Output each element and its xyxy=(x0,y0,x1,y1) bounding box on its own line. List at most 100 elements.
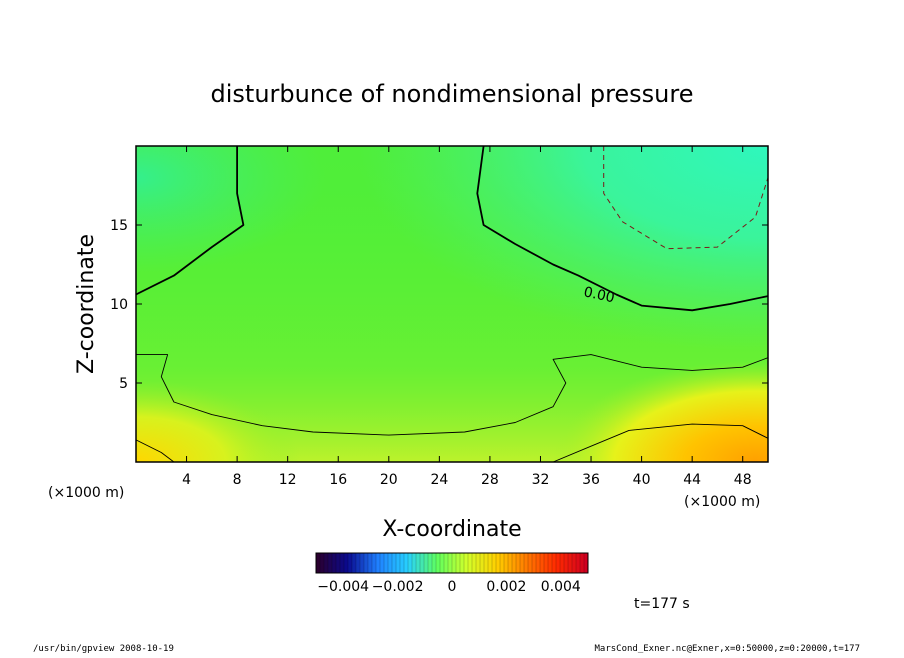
colorbar-cell xyxy=(424,553,429,573)
colorbar-cell xyxy=(556,553,561,573)
colorbar-cell xyxy=(332,553,337,573)
x-tick-label: 16 xyxy=(329,472,347,488)
y-tick-label: 15 xyxy=(110,218,128,234)
x-axis-label: X-coordinate xyxy=(382,517,521,542)
contour-line xyxy=(552,423,768,462)
x-tick-label: 36 xyxy=(582,472,600,488)
contour-line xyxy=(136,354,768,436)
colorbar-cell xyxy=(404,553,409,573)
x-tick-label: 20 xyxy=(380,472,398,488)
colorbar-cell xyxy=(520,553,525,573)
colorbar-cell xyxy=(380,553,385,573)
x-tick-label: 8 xyxy=(233,472,242,488)
colorbar-cell xyxy=(560,553,565,573)
colorbar-cell xyxy=(416,553,421,573)
x-unit-right: (×1000 m) xyxy=(684,494,760,510)
colorbar-cell xyxy=(364,553,369,573)
x-tick-label: 44 xyxy=(683,472,701,488)
colorbar-cell xyxy=(516,553,521,573)
x-tick-label: 48 xyxy=(734,472,752,488)
contour-line xyxy=(603,146,768,250)
colorbar-cell xyxy=(476,553,481,573)
colorbar-cell xyxy=(512,553,517,573)
colorbar-cell xyxy=(420,553,425,573)
colorbar-cell xyxy=(480,553,485,573)
contour-line xyxy=(476,146,768,312)
colorbar-cell xyxy=(488,553,493,573)
colorbar-cell xyxy=(376,553,381,573)
colorbar-cell xyxy=(384,553,389,573)
colorbar-cell xyxy=(500,553,505,573)
colorbar-cell xyxy=(564,553,569,573)
contour-line xyxy=(136,439,175,462)
colorbar-cell xyxy=(372,553,377,573)
colorbar-cell xyxy=(444,553,449,573)
colorbar-cell xyxy=(576,553,581,573)
colorbar-cell xyxy=(464,553,469,573)
colorbar-cell xyxy=(316,553,321,573)
footer-right: MarsCond_Exner.nc@Exner,x=0:50000,z=0:20… xyxy=(594,644,860,654)
chart-title: disturbunce of nondimensional pressure xyxy=(211,80,694,108)
colorbar-cell xyxy=(456,553,461,573)
colorbar-cell xyxy=(472,553,477,573)
x-tick-label: 12 xyxy=(279,472,297,488)
x-tick-label: 28 xyxy=(481,472,499,488)
colorbar-cell xyxy=(552,553,557,573)
x-tick-label: 40 xyxy=(633,472,651,488)
colorbar-cell xyxy=(432,553,437,573)
colorbar-cell xyxy=(400,553,405,573)
colorbar-cell xyxy=(492,553,497,573)
colorbar-cell xyxy=(448,553,453,573)
footer-left: /usr/bin/gpview 2008-10-19 xyxy=(33,644,174,654)
colorbar-cell xyxy=(496,553,501,573)
colorbar-cell xyxy=(356,553,361,573)
colorbar-cell xyxy=(352,553,357,573)
colorbar-cell xyxy=(412,553,417,573)
contour-lines xyxy=(136,146,768,462)
colorbar-cell xyxy=(392,553,397,573)
contour-line xyxy=(136,146,245,296)
colorbar-frame xyxy=(315,552,589,574)
colorbar-cell xyxy=(468,553,473,573)
colorbar-cell xyxy=(360,553,365,573)
field-lower-left xyxy=(136,146,768,462)
colorbar-cell xyxy=(396,553,401,573)
x-tick-label: 24 xyxy=(430,472,448,488)
colorbar-tick-label: 0.002 xyxy=(486,579,526,595)
x-tick-label: 4 xyxy=(182,472,191,488)
colorbar-cell xyxy=(452,553,457,573)
y-tick-label: 5 xyxy=(119,376,128,392)
colorbar-tick-label: 0 xyxy=(448,579,457,595)
colorbar-cell xyxy=(568,553,573,573)
colorbar-cell xyxy=(340,553,345,573)
colorbar-cell xyxy=(388,553,393,573)
colorbar-cell xyxy=(320,553,325,573)
colorbar-cell xyxy=(484,553,489,573)
colorbar-cell xyxy=(344,553,349,573)
plot-area xyxy=(136,146,768,462)
colorbar-cell xyxy=(524,553,529,573)
colorbar-cell xyxy=(440,553,445,573)
colorbar-cell xyxy=(368,553,373,573)
colorbar-cell xyxy=(324,553,329,573)
colorbar-cell xyxy=(580,553,585,573)
colorbar-tick-labels: −0.004 −0.002 0 0.002 0.004 xyxy=(317,579,581,595)
colorbar xyxy=(315,553,589,573)
colorbar-cell xyxy=(584,553,589,573)
colorbar-cell xyxy=(532,553,537,573)
colorbar-cell xyxy=(460,553,465,573)
colorbar-cell xyxy=(528,553,533,573)
x-tick-label: 32 xyxy=(532,472,550,488)
colorbar-cell xyxy=(436,553,441,573)
colorbar-tick-label: 0.004 xyxy=(541,579,581,595)
colorbar-cell xyxy=(508,553,513,573)
contour-label: 0.00 xyxy=(582,284,616,306)
y-axis-label: Z-coordinate xyxy=(74,234,99,374)
colorbar-cell xyxy=(328,553,333,573)
colorbar-tick-label: −0.004 xyxy=(317,579,369,595)
colorbar-cell xyxy=(504,553,509,573)
colorbar-cell xyxy=(348,553,353,573)
colorbar-cell xyxy=(548,553,553,573)
